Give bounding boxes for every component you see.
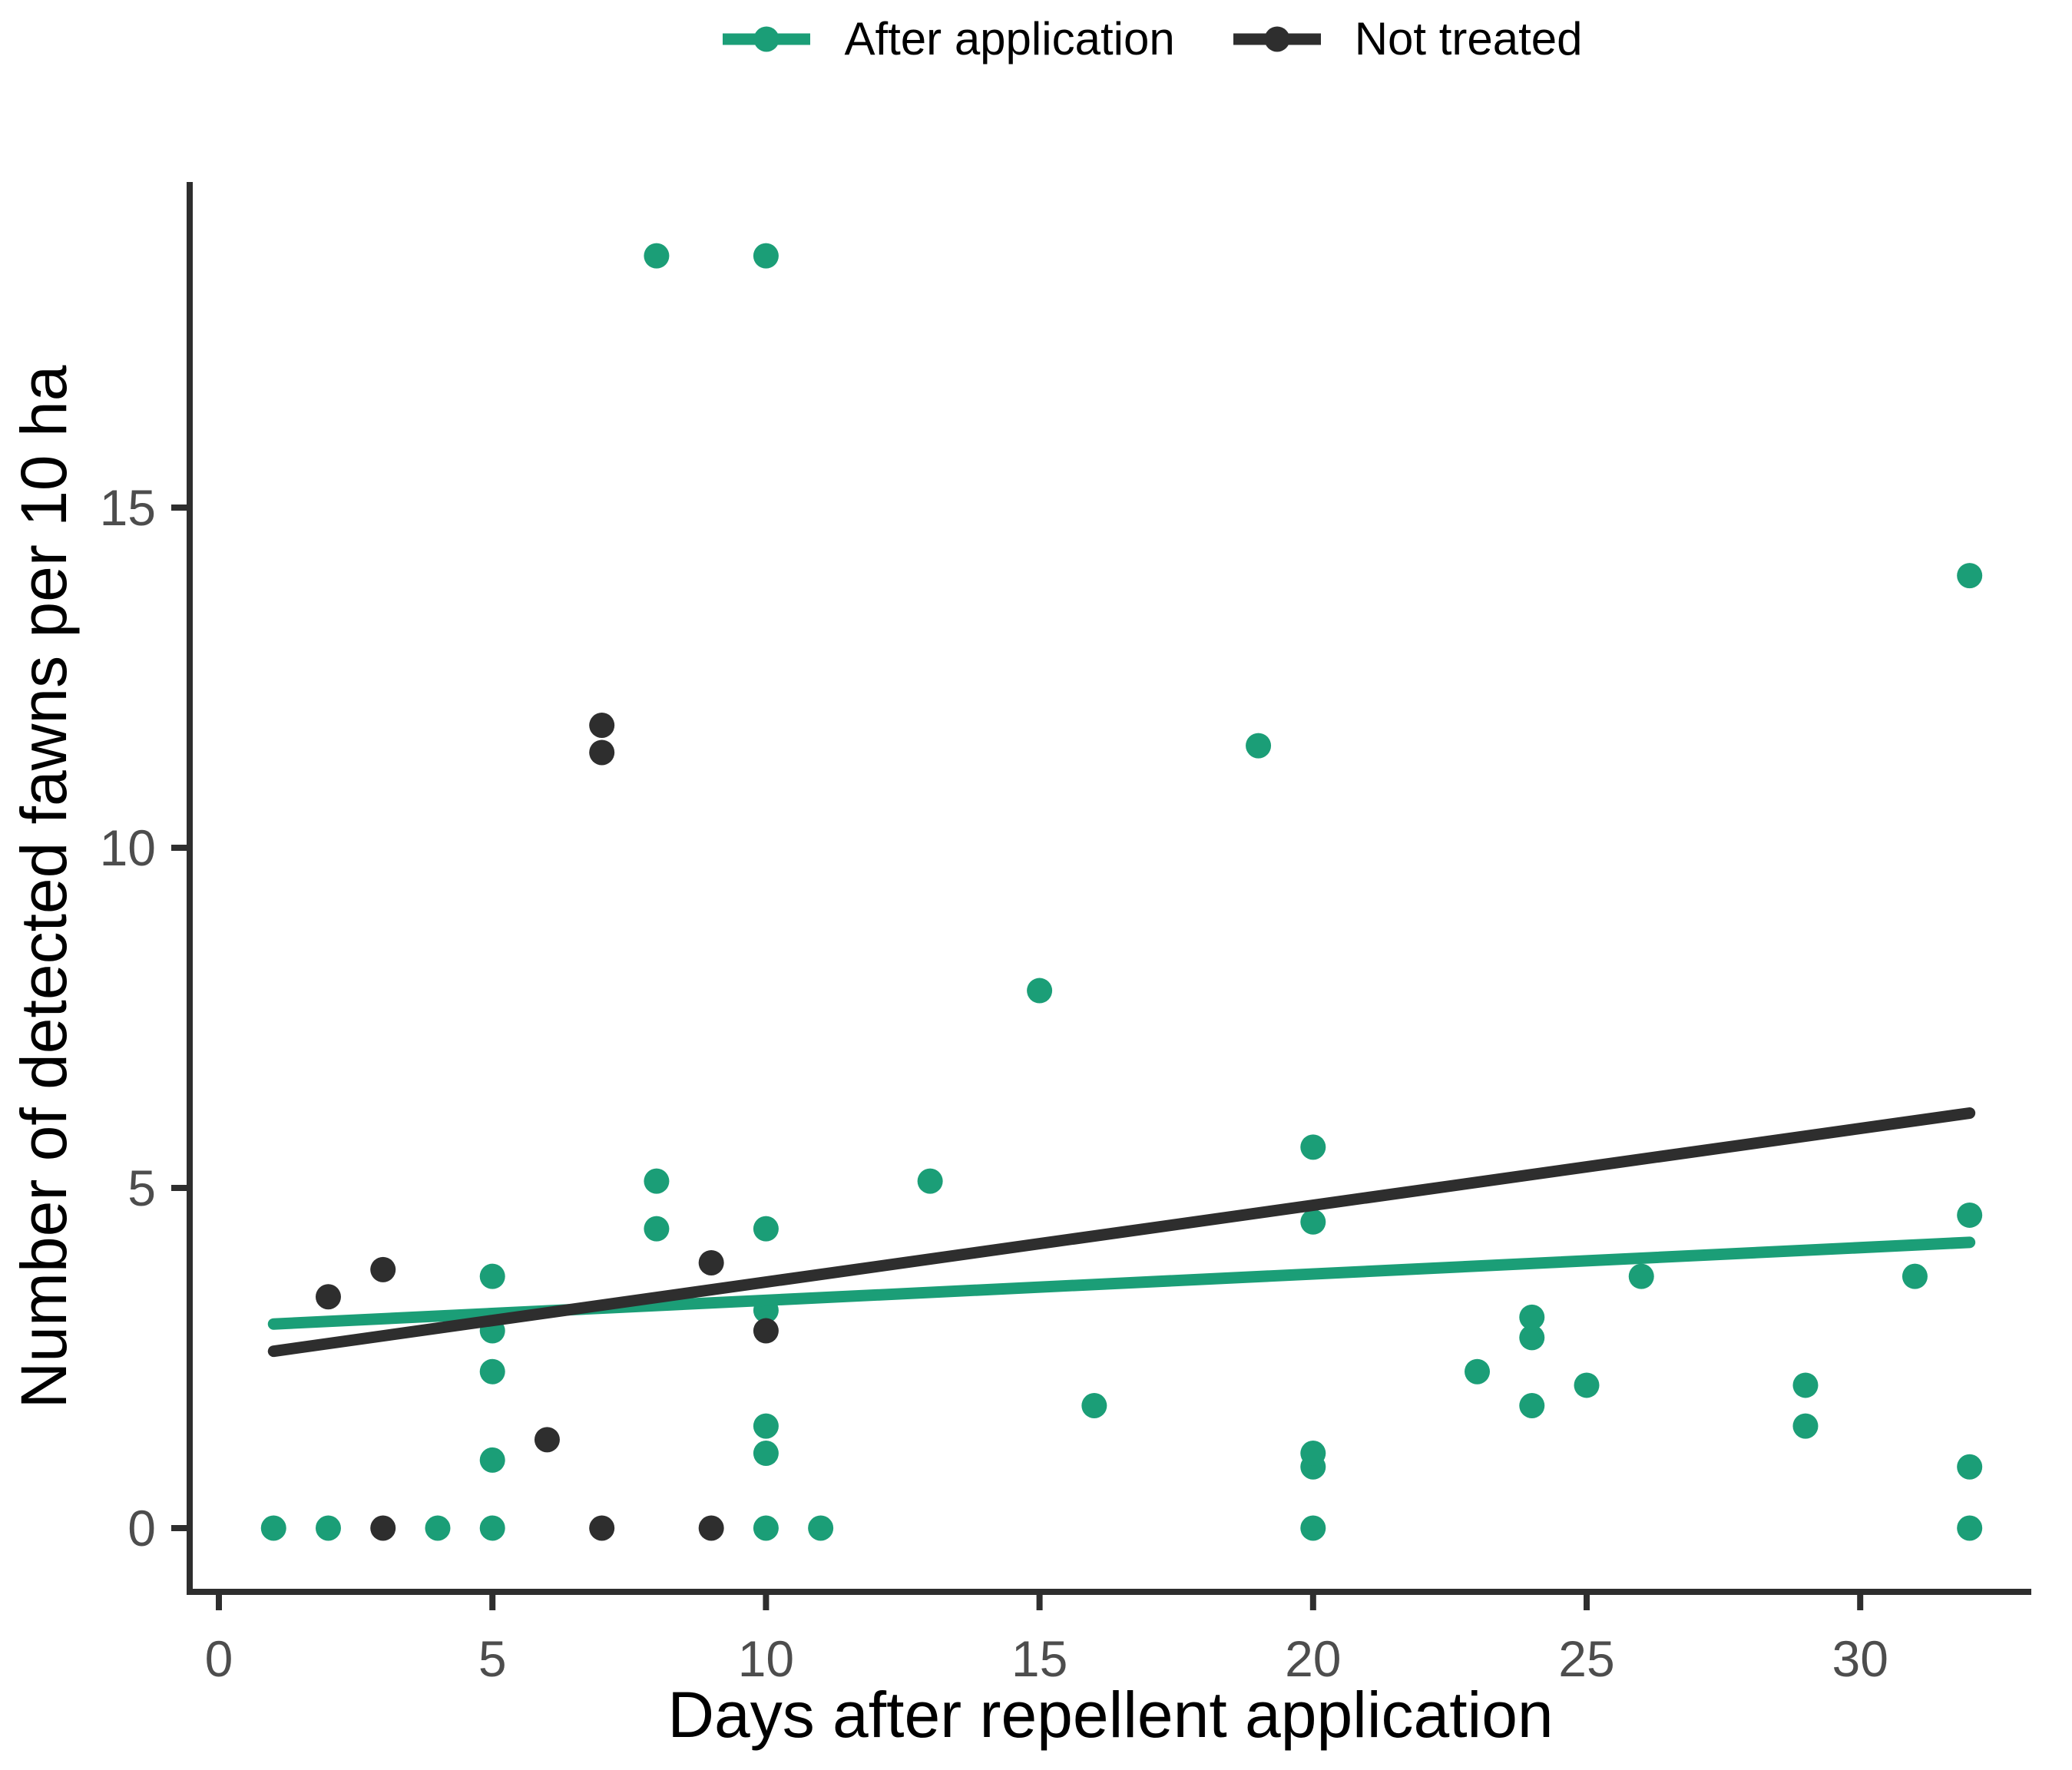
data-point [1081, 1393, 1107, 1419]
data-point [753, 1515, 779, 1541]
data-point [1902, 1263, 1928, 1289]
data-point [370, 1515, 396, 1541]
legend-dot-icon [1264, 26, 1290, 51]
x-axis-title: Days after repellent application [667, 1679, 1553, 1751]
data-point [315, 1515, 341, 1541]
y-axis-title: Number of detected fawns per 10 ha [8, 365, 80, 1408]
legend-item-after-application: After application [720, 12, 1175, 65]
x-tick-label: 5 [478, 1630, 507, 1687]
x-tick-label: 10 [738, 1630, 794, 1687]
legend-item-not-treated: Not treated [1230, 12, 1583, 65]
legend-dot-icon [753, 26, 779, 51]
x-tick-label: 0 [205, 1630, 233, 1687]
data-point [479, 1515, 505, 1541]
legend-key-not-treated-icon [1233, 26, 1321, 51]
data-point [479, 1263, 505, 1289]
y-tick-label: 5 [127, 1160, 156, 1216]
data-point [1957, 1454, 1983, 1480]
x-tick-label: 30 [1832, 1630, 1888, 1687]
data-point [1300, 1134, 1326, 1160]
data-point [1300, 1441, 1326, 1467]
legend-label-not-treated: Not treated [1354, 13, 1583, 65]
data-point [1957, 1202, 1983, 1228]
data-point [1792, 1413, 1819, 1439]
y-tick-label: 0 [127, 1500, 156, 1557]
data-point [698, 1515, 724, 1541]
data-point [644, 1216, 670, 1242]
axis-lines [187, 182, 2031, 1595]
data-point [1574, 1372, 1600, 1398]
data-point [753, 243, 779, 269]
data-point [1246, 733, 1272, 759]
data-point [1519, 1304, 1545, 1330]
data-point [1957, 563, 1983, 589]
legend-key-after-application-icon [723, 26, 811, 51]
data-point [698, 1249, 724, 1275]
x-tick-label: 25 [1558, 1630, 1614, 1687]
data-point [589, 1515, 615, 1541]
data-point [479, 1358, 505, 1385]
legend: After application Not treated [115, 12, 2072, 65]
data-point [1300, 1209, 1326, 1235]
data-point [534, 1427, 560, 1453]
data-point [1628, 1263, 1654, 1289]
data-point [753, 1413, 779, 1439]
data-point [370, 1256, 396, 1282]
data-point [315, 1284, 341, 1310]
data-point [808, 1515, 834, 1541]
data-point [589, 739, 615, 766]
data-point [753, 1441, 779, 1467]
data-point [1792, 1372, 1819, 1398]
y-tick-label: 15 [100, 479, 156, 536]
data-point [479, 1447, 505, 1473]
data-point [1300, 1515, 1326, 1541]
data-point [1027, 978, 1053, 1004]
data-point [1519, 1325, 1545, 1351]
x-tick-label: 20 [1285, 1630, 1341, 1687]
data-point [753, 1216, 779, 1242]
trend-line [267, 1107, 1976, 1358]
x-tick-label: 15 [1011, 1630, 1067, 1687]
data-point [1957, 1515, 1983, 1541]
data-point [917, 1168, 943, 1194]
data-point [644, 243, 670, 269]
data-point [1519, 1393, 1545, 1419]
data-point [260, 1515, 286, 1541]
data-point [753, 1318, 779, 1344]
y-tick-label: 10 [100, 819, 156, 876]
legend-label-after-application: After application [844, 13, 1175, 65]
data-point [644, 1168, 670, 1194]
data-point [1465, 1358, 1491, 1385]
data-point [425, 1515, 451, 1541]
data-point [589, 713, 615, 739]
